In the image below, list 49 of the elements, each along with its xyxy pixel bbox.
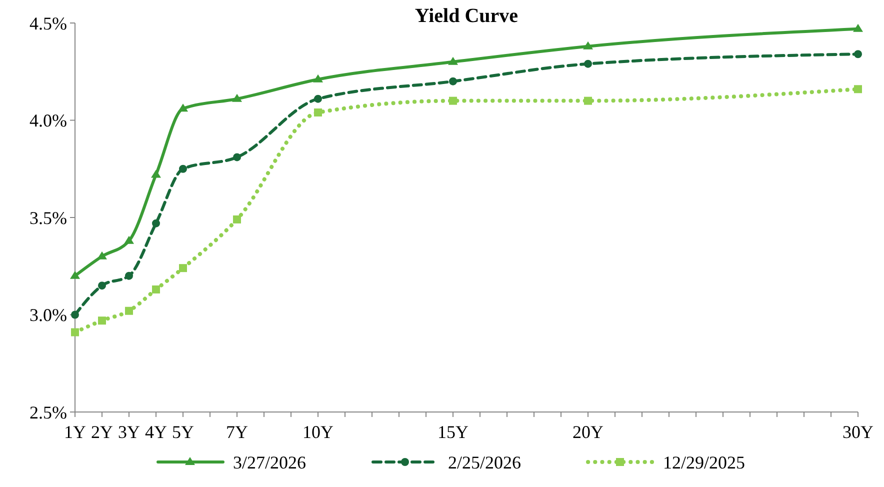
point: [448, 56, 458, 65]
point: [233, 215, 241, 224]
x-tick-label: 3Y: [118, 422, 140, 442]
y-tick-label: 4.5%: [30, 13, 67, 34]
x-tick-label: 10Y: [302, 422, 334, 442]
point: [152, 219, 160, 228]
point: [98, 282, 106, 290]
point: [124, 236, 134, 244]
legend-label: 12/29/2025: [663, 452, 746, 472]
point: [71, 328, 79, 336]
point: [449, 77, 457, 86]
point: [125, 306, 133, 315]
legend-label: 2/25/2026: [448, 452, 522, 472]
point: [97, 251, 107, 260]
chart-title: Yield Curve: [414, 5, 518, 27]
x-tick-label: 5Y: [172, 422, 194, 442]
point: [98, 316, 106, 325]
point: [151, 170, 161, 178]
point: [71, 310, 79, 319]
x-tick-label: 4Y: [145, 422, 167, 442]
point: [854, 85, 862, 94]
x-tick-label: 30Y: [842, 422, 874, 442]
x-tick-label: 15Y: [438, 422, 468, 442]
x-tick-label: 20Y: [572, 422, 604, 442]
point: [313, 74, 323, 82]
point: [152, 285, 160, 294]
point: [314, 94, 322, 103]
x-tick-label: 2Y: [91, 422, 113, 442]
point: [853, 24, 863, 32]
point: [179, 164, 187, 173]
point: [125, 272, 133, 280]
y-tick-label: 2.5%: [30, 402, 67, 422]
y-tick-label: 3.5%: [30, 208, 67, 228]
point: [584, 96, 592, 105]
point: [233, 153, 241, 162]
point: [449, 96, 457, 105]
y-tick-label: 4.0%: [30, 110, 67, 131]
y-tick-label: 3.0%: [30, 305, 67, 326]
point: [314, 108, 322, 116]
point: [178, 104, 188, 112]
x-tick-label: 1Y: [64, 422, 86, 442]
point: [70, 270, 80, 279]
legend-label: 3/27/2026: [233, 452, 306, 472]
point: [854, 50, 862, 58]
point: [583, 41, 593, 50]
x-tick-label: 7Y: [226, 422, 248, 442]
point: [232, 94, 242, 102]
point: [584, 60, 592, 68]
point: [179, 264, 187, 272]
